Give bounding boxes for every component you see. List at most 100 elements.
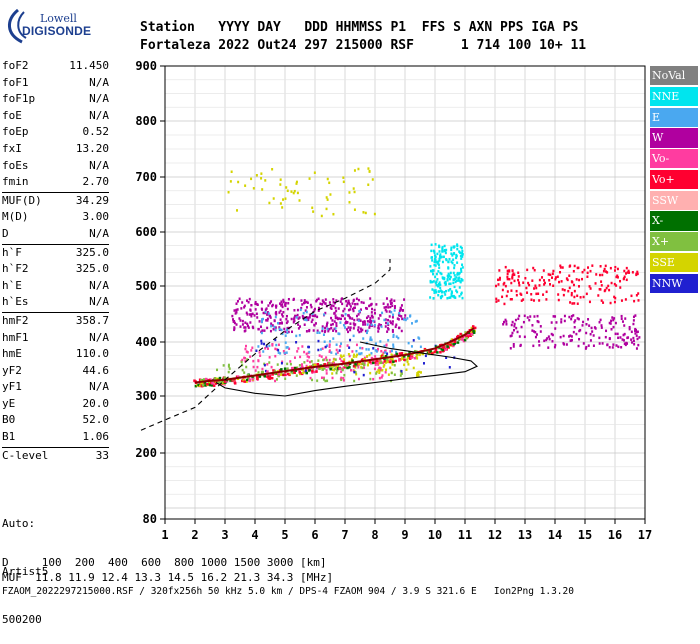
echo-point [256, 365, 259, 369]
echo-point [510, 334, 513, 337]
echo-point [330, 362, 333, 365]
echo-point [605, 329, 608, 333]
echo-point [439, 286, 442, 290]
echo-point [415, 319, 418, 323]
trace-point [418, 353, 421, 357]
echo-point [434, 259, 437, 262]
echo-point [357, 298, 360, 302]
echo-point [393, 373, 396, 376]
echo-point [340, 297, 343, 301]
param-value: 358.7 [75, 313, 109, 327]
echo-point [349, 305, 352, 308]
density-profile-solid [215, 341, 478, 397]
echo-point [359, 319, 362, 322]
echo-point [573, 320, 576, 324]
trace-point [202, 378, 206, 381]
echo-point [557, 298, 560, 302]
echo-point [455, 253, 458, 257]
echo-point [410, 322, 413, 325]
echo-point [267, 304, 270, 307]
echo-point [606, 343, 609, 347]
echo-point [545, 338, 548, 342]
echo-point [559, 270, 562, 274]
echo-point [347, 308, 350, 312]
echo-point [630, 294, 633, 298]
echo-point [441, 250, 444, 253]
echo-point [277, 343, 280, 347]
echo-point [433, 291, 436, 294]
param-name: h`E [2, 278, 22, 292]
echo-point [257, 345, 260, 348]
echo-point [314, 314, 317, 317]
echo-point [603, 267, 606, 271]
trace-point [353, 365, 356, 368]
echo-point [305, 330, 308, 333]
trace-point [338, 367, 342, 370]
echo-point [460, 277, 463, 281]
echo-point [216, 368, 219, 372]
echo-point [273, 319, 276, 322]
echo-point [339, 357, 342, 360]
echo-point [233, 327, 236, 330]
echo-point [440, 296, 443, 300]
echo-point [389, 300, 392, 303]
echo-point [336, 369, 339, 372]
param-value: 0.52 [82, 125, 110, 139]
echo-point [531, 329, 534, 332]
trace-point [242, 378, 245, 382]
echo-point [417, 374, 420, 377]
echo-point [328, 343, 331, 346]
echo-point [251, 346, 254, 350]
echo-point [419, 345, 422, 349]
echo-point [444, 251, 447, 255]
echo-point [560, 318, 563, 321]
echo-point [615, 284, 618, 287]
trace-point [460, 338, 464, 341]
echo-point [243, 371, 246, 374]
echo-point [378, 376, 381, 380]
param-row: hmE 110.0 [2, 346, 109, 363]
echo-point [361, 346, 364, 350]
echo-point [357, 365, 360, 369]
echo-point [419, 371, 422, 374]
echo-point [450, 246, 453, 250]
echo-point [400, 315, 403, 318]
echo-point [352, 355, 355, 358]
echo-point [368, 326, 371, 329]
echo-point [418, 370, 421, 374]
echo-point [348, 201, 351, 204]
echo-point [533, 287, 536, 290]
echo-point [452, 271, 455, 275]
echo-point [407, 341, 410, 345]
trace-point [320, 365, 324, 369]
echo-point [352, 334, 355, 338]
echo-point [243, 306, 246, 309]
echo-point [434, 275, 437, 279]
trace-point [272, 369, 275, 372]
echo-point [285, 186, 288, 189]
echo-point [434, 243, 437, 246]
echo-point [503, 281, 506, 285]
echo-point [386, 352, 389, 355]
echo-point [246, 299, 249, 302]
echo-point [383, 318, 386, 322]
trace-point [229, 379, 232, 382]
echo-points [193, 167, 641, 388]
echo-point [356, 318, 359, 321]
echo-point [373, 308, 376, 312]
x-tick-label: 12 [488, 528, 502, 542]
echo-point [357, 167, 360, 171]
param-value: 13.20 [75, 141, 109, 155]
echo-point [311, 371, 314, 374]
echo-point [328, 181, 331, 185]
echo-point [305, 352, 308, 356]
echo-point [443, 244, 446, 248]
echo-point [551, 276, 554, 279]
echo-point [377, 347, 380, 351]
echo-point [621, 338, 624, 341]
echo-point [326, 198, 329, 201]
echo-point [330, 304, 333, 307]
echo-point [387, 373, 390, 376]
echo-point [278, 326, 281, 329]
auto-label: Auto: [2, 517, 36, 530]
